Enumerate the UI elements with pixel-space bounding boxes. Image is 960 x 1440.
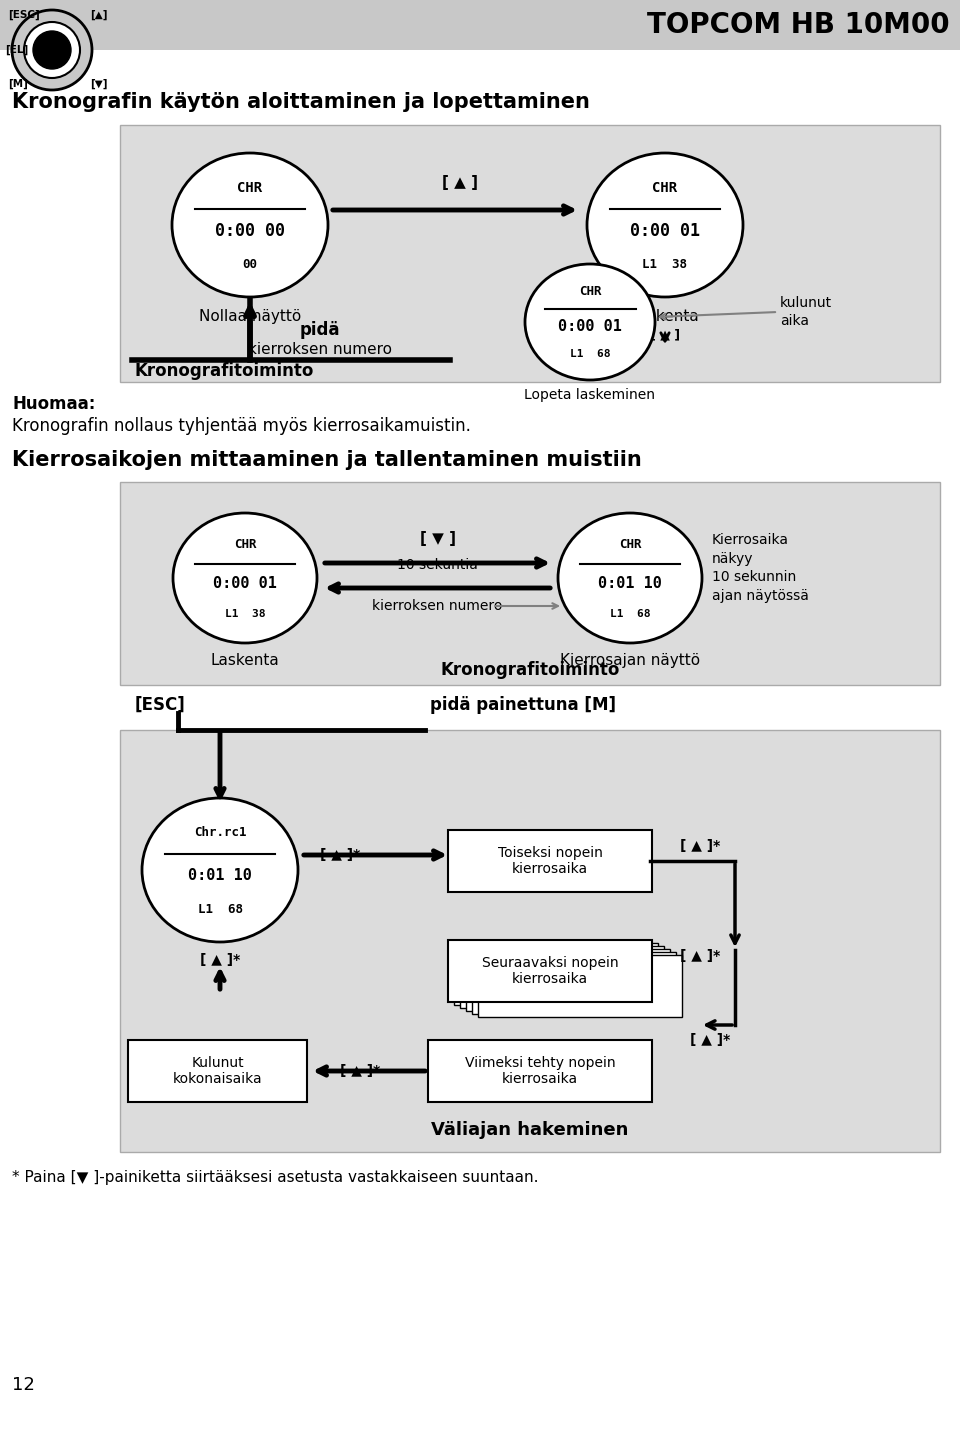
Text: kierroksen numero: kierroksen numero — [372, 599, 503, 613]
Ellipse shape — [33, 32, 71, 69]
Text: L1  38: L1 38 — [225, 609, 265, 619]
Text: Lopeta laskeminen: Lopeta laskeminen — [524, 387, 656, 402]
Text: Viimeksi tehty nopein
kierrosaika: Viimeksi tehty nopein kierrosaika — [465, 1056, 615, 1086]
Ellipse shape — [587, 153, 743, 297]
Text: Väliajan hakeminen: Väliajan hakeminen — [431, 1120, 629, 1139]
FancyBboxPatch shape — [478, 955, 682, 1017]
Bar — [120, 482, 940, 685]
Text: CHR: CHR — [619, 537, 641, 550]
Text: 0:00 01: 0:00 01 — [558, 320, 622, 334]
Text: [▼]: [▼] — [90, 79, 108, 89]
Text: L1  38: L1 38 — [642, 258, 687, 271]
Text: * Paina [▼ ]-painiketta siirtääksesi asetusta vastakkaiseen suuntaan.: * Paina [▼ ]-painiketta siirtääksesi ase… — [12, 1169, 539, 1185]
Text: [ ▼ ]: [ ▼ ] — [420, 530, 455, 546]
Text: 00: 00 — [243, 258, 257, 271]
FancyBboxPatch shape — [454, 943, 658, 1005]
Text: TOPCOM HB 10M00: TOPCOM HB 10M00 — [647, 12, 950, 39]
Text: Kulunut
kokonaisaika: Kulunut kokonaisaika — [173, 1056, 262, 1086]
Text: 12: 12 — [12, 1377, 35, 1394]
Text: Toiseksi nopein
kierrosaika: Toiseksi nopein kierrosaika — [497, 845, 603, 876]
Text: Seuraavaksi nopein
kierrosaika: Seuraavaksi nopein kierrosaika — [482, 956, 618, 986]
Ellipse shape — [173, 513, 317, 644]
Text: kulunut
aika: kulunut aika — [780, 297, 832, 328]
Text: Kronografitoiminto: Kronografitoiminto — [441, 661, 620, 680]
FancyBboxPatch shape — [448, 829, 652, 891]
Text: Laskenta: Laskenta — [210, 652, 279, 668]
Bar — [120, 125, 940, 382]
FancyBboxPatch shape — [460, 946, 664, 1008]
Ellipse shape — [558, 513, 702, 644]
FancyBboxPatch shape — [466, 949, 670, 1011]
Ellipse shape — [24, 22, 80, 78]
Text: CHR: CHR — [579, 285, 601, 298]
Text: Kronografin käytön aloittaminen ja lopettaminen: Kronografin käytön aloittaminen ja lopet… — [12, 92, 589, 112]
Text: Huomaa:: Huomaa: — [12, 395, 95, 413]
Text: [ ▲ ]*: [ ▲ ]* — [690, 1032, 731, 1047]
FancyBboxPatch shape — [472, 952, 676, 1014]
Text: [EL]: [EL] — [5, 45, 28, 55]
Text: [ESC]: [ESC] — [8, 10, 39, 20]
Text: Nollaa näyttö: Nollaa näyttö — [199, 310, 301, 324]
Text: [ ▲ ]: [ ▲ ] — [442, 174, 478, 190]
Text: Kierrosajan näyttö: Kierrosajan näyttö — [560, 652, 700, 668]
Text: Kierrosaika
näkyy
10 sekunnin
ajan näytössä: Kierrosaika näkyy 10 sekunnin ajan näytö… — [712, 533, 809, 602]
Text: Kronografitoiminto: Kronografitoiminto — [135, 361, 314, 380]
Text: 0:01 10: 0:01 10 — [598, 576, 662, 590]
Ellipse shape — [525, 264, 655, 380]
FancyBboxPatch shape — [428, 1040, 652, 1102]
Text: 0:01 10: 0:01 10 — [188, 868, 252, 883]
Text: [ESC]: [ESC] — [135, 696, 185, 714]
Text: Kronografin nollaus tyhjentää myös kierrosaikamuistin.: Kronografin nollaus tyhjentää myös kierr… — [12, 418, 470, 435]
Text: L1  68: L1 68 — [610, 609, 650, 619]
Bar — [120, 730, 940, 1152]
Ellipse shape — [172, 153, 328, 297]
Text: pidä painettuna [M]: pidä painettuna [M] — [430, 696, 616, 714]
Text: [ ▲ ]*: [ ▲ ]* — [680, 949, 720, 963]
Text: Kierrosaikojen mittaaminen ja tallentaminen muistiin: Kierrosaikojen mittaaminen ja tallentami… — [12, 449, 641, 469]
Text: [ ▲ ]*: [ ▲ ]* — [340, 1064, 380, 1079]
Text: Chr.rc1: Chr.rc1 — [194, 827, 247, 840]
Ellipse shape — [12, 10, 92, 89]
Text: 0:00 00: 0:00 00 — [215, 222, 285, 239]
Text: [ ▲ ]*: [ ▲ ]* — [680, 840, 720, 852]
Text: Laskenta: Laskenta — [631, 310, 700, 324]
Text: CHR: CHR — [653, 180, 678, 194]
Text: kierroksen numero: kierroksen numero — [248, 343, 392, 357]
Text: CHR: CHR — [237, 180, 263, 194]
FancyBboxPatch shape — [448, 940, 652, 1002]
Text: 0:00 01: 0:00 01 — [213, 576, 276, 590]
Ellipse shape — [142, 798, 298, 942]
Bar — [0, 0, 960, 50]
Text: [ ▲ ]: [ ▲ ] — [650, 328, 680, 341]
Text: L1  68: L1 68 — [198, 903, 243, 916]
Text: pidä: pidä — [300, 321, 340, 338]
Text: 0:00 01: 0:00 01 — [630, 222, 700, 239]
FancyBboxPatch shape — [128, 1040, 307, 1102]
Text: CHR: CHR — [233, 537, 256, 550]
Text: [ ▲ ]*: [ ▲ ]* — [320, 848, 360, 863]
Text: 10 sekuntia: 10 sekuntia — [397, 557, 478, 572]
Text: [▲]: [▲] — [90, 10, 108, 20]
Text: L1  68: L1 68 — [569, 348, 611, 359]
Text: [M]: [M] — [8, 79, 28, 89]
Text: [ ▲ ]*: [ ▲ ]* — [200, 953, 240, 968]
